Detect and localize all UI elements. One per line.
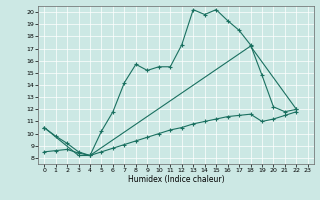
X-axis label: Humidex (Indice chaleur): Humidex (Indice chaleur) [128, 175, 224, 184]
